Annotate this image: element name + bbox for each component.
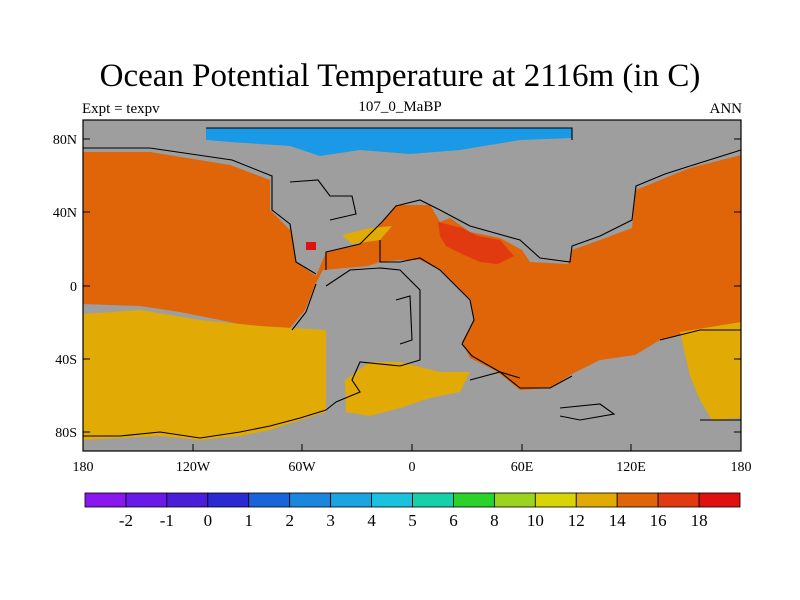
east-pacific-warm-region (680, 322, 741, 420)
hotspot-region (306, 242, 316, 250)
x-tick-label: 120E (616, 460, 646, 475)
experiment-label: Expt = texpv (82, 101, 160, 117)
tethys-warm-region (438, 222, 514, 264)
colorbar-label: 1 (245, 511, 254, 530)
colorbar-swatch (330, 492, 372, 508)
colorbar-label: 8 (490, 511, 499, 530)
season-label: ANN (709, 101, 743, 117)
colorbar-label: 16 (650, 511, 667, 530)
colorbar-swatch (698, 492, 741, 508)
colorbar-label: 0 (204, 511, 213, 530)
map-panel (82, 119, 742, 452)
arctic-cold-region (206, 128, 572, 156)
colorbar-swatch (575, 492, 618, 508)
time-label: 107_0_MaBP (358, 99, 442, 115)
colorbar-swatch (534, 492, 577, 508)
colorbar-swatch (657, 492, 700, 508)
y-tick-label: 0 (70, 280, 77, 295)
y-tick-label: 40N (53, 206, 77, 221)
colorbar-swatch (453, 492, 495, 508)
colorbar-label: 14 (609, 511, 627, 530)
colorbar: -2 -1 0 1 2 3 4 5 6 8 10 12 14 16 18 (84, 492, 741, 530)
y-tick-label: 80N (53, 133, 77, 148)
south-atlantic-warm-region (345, 362, 470, 416)
colorbar-label: 12 (568, 511, 585, 530)
colorbar-swatch (493, 492, 536, 508)
colorbar-swatch (248, 492, 291, 508)
colorbar-label: 18 (691, 511, 708, 530)
colorbar-label: 3 (326, 511, 335, 530)
colorbar-swatch (166, 492, 209, 508)
x-tick-label: 120W (176, 460, 211, 475)
colorbar-label: -1 (160, 511, 174, 530)
colorbar-label: 10 (527, 511, 544, 530)
x-tick-label: 0 (409, 460, 416, 475)
y-tick-label: 40S (55, 353, 77, 368)
colorbar-label: 4 (367, 511, 376, 530)
x-tick-label: 180 (73, 460, 94, 475)
map-title: Ocean Potential Temperature at 2116m (in… (99, 58, 701, 94)
colorbar-swatch (412, 492, 454, 508)
colorbar-label: 6 (449, 511, 458, 530)
colorbar-swatch (84, 492, 127, 508)
colorbar-swatch (207, 492, 250, 508)
coastline-outlines (83, 127, 742, 439)
colorbar-swatch (125, 492, 168, 508)
y-tick-label: 80S (55, 426, 77, 441)
x-tick-label: 60W (288, 460, 316, 475)
colorbar-label: -2 (119, 511, 133, 530)
south-pacific-warm-region (83, 310, 326, 440)
colorbar-label: 5 (408, 511, 417, 530)
colorbar-swatch (371, 492, 413, 508)
colorbar-label: 2 (285, 511, 294, 530)
x-tick-label: 180 (731, 460, 752, 475)
axis-ticks (82, 138, 742, 451)
north-atlantic-warm-region (342, 226, 392, 244)
x-tick-label: 60E (511, 460, 534, 475)
colorbar-swatch (616, 492, 659, 508)
colorbar-swatch (289, 492, 332, 508)
pacific-ocean-region (83, 152, 741, 390)
